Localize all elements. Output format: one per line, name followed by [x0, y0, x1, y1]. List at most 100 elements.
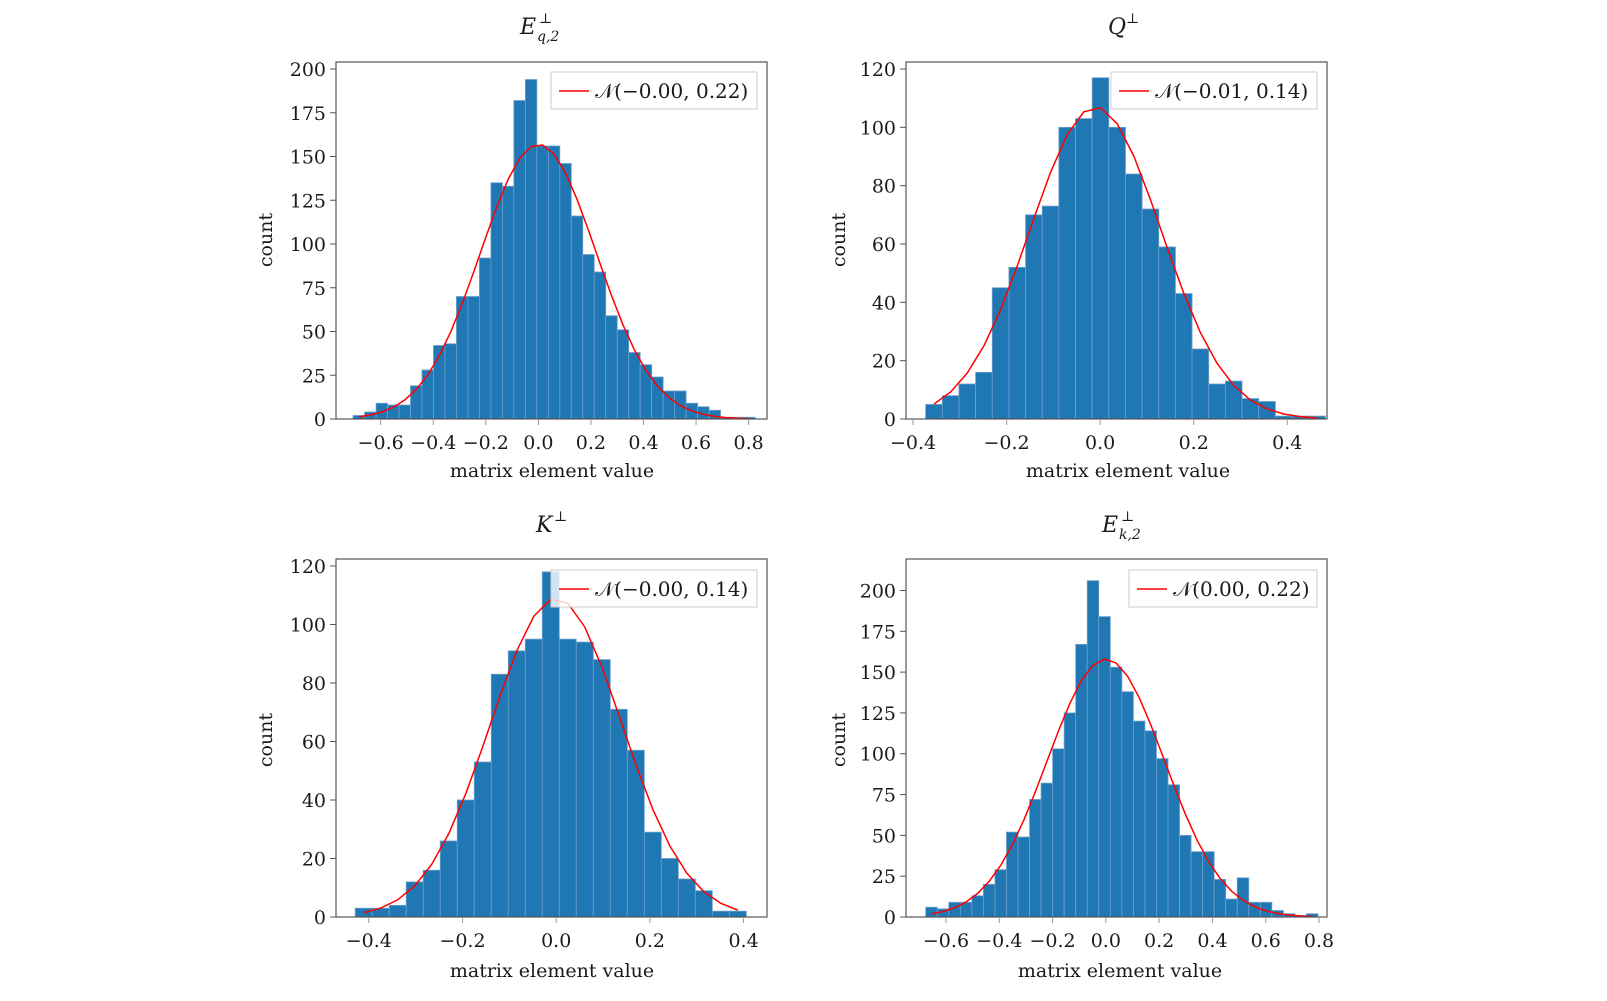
histogram-bar	[1121, 691, 1134, 918]
histogram-bar	[547, 145, 561, 420]
histogram-bar	[439, 840, 458, 918]
y-ticks: 0 25 50 75 100 125 150 175 200	[860, 580, 906, 929]
x-tick-label: −0.6	[923, 930, 969, 952]
histogram-bar	[639, 364, 653, 420]
histogram-bar	[1040, 782, 1054, 918]
histogram-bar	[467, 296, 480, 420]
histogram-bar	[456, 799, 475, 918]
x-axis-label: matrix element value	[1026, 460, 1230, 482]
histogram-bar	[479, 257, 492, 420]
histogram-bar	[490, 673, 509, 918]
y-tick-label: 20	[872, 351, 896, 373]
histogram-bar	[1075, 643, 1088, 918]
panel-eq2: E ⊥ q,2 0 25 50 75 100 125 150 175 200 −0.6 −0.4−…	[255, 11, 768, 482]
histogram-bar	[1208, 383, 1226, 420]
histogram-bar	[582, 254, 595, 420]
x-tick-label: −0.6	[358, 432, 404, 454]
histogram-bar	[1017, 836, 1030, 918]
histogram-bar	[925, 404, 943, 420]
axes-border	[335, 558, 768, 918]
y-tick-label: 80	[872, 176, 896, 198]
bars	[352, 79, 756, 420]
y-ticks: 0 20 40 60 80 100 120	[860, 59, 906, 431]
histogram-bar	[592, 659, 611, 918]
x-tick-label: −0.2	[1029, 930, 1075, 952]
histogram-bar	[626, 749, 645, 918]
bars	[354, 571, 747, 918]
panel-q: Q ⊥ 0 20 40 60 80 100 120 −0.4 −0.2 0.0 0.2 0.4 ma…	[828, 11, 1328, 482]
normal-fit-line	[931, 658, 1313, 918]
legend: 𝒩(0.00, 0.22)	[1128, 569, 1318, 608]
x-axis-label: matrix element value	[450, 960, 654, 982]
y-tick-label: 50	[872, 825, 896, 847]
histogram-bar	[575, 641, 594, 918]
panel-title-superscript: ⊥	[554, 509, 567, 525]
x-tick-label: 0.4	[628, 432, 658, 454]
histogram-bar	[694, 890, 713, 918]
histogram-bar	[1225, 898, 1238, 918]
panel-title-subscript: k,2	[1119, 527, 1141, 543]
fit-curve	[931, 658, 1313, 918]
panel-title-superscript: ⊥	[539, 11, 552, 27]
y-tick-label: 125	[290, 190, 326, 212]
panel-title-subscript: q,2	[537, 29, 559, 45]
histogram-bar	[1132, 720, 1146, 918]
histogram-bar	[1029, 799, 1042, 918]
x-tick-label: −0.2	[463, 432, 509, 454]
y-tick-label: 0	[884, 409, 896, 431]
fit-curve	[933, 107, 1318, 419]
panel-title: E	[1101, 513, 1118, 538]
histogram-bar	[524, 79, 538, 420]
histogram-bar	[1086, 580, 1100, 918]
histogram-bar	[1125, 173, 1143, 420]
y-axis-label: count	[255, 213, 277, 268]
histogram-bar	[1025, 214, 1043, 420]
histogram-bar	[398, 404, 411, 420]
x-tick-label: −0.4	[976, 930, 1022, 952]
y-tick-label: 40	[302, 790, 326, 812]
y-axis-label: count	[828, 713, 850, 768]
x-tick-label: 0.8	[733, 432, 763, 454]
y-tick-label: 50	[302, 322, 326, 344]
histogram-bar	[421, 369, 434, 420]
histogram-bar	[975, 371, 993, 420]
y-tick-label: 75	[872, 785, 896, 807]
histogram-bar	[1213, 879, 1227, 918]
histogram-bar	[1058, 126, 1076, 420]
legend: 𝒩(−0.00, 0.22)	[550, 71, 758, 110]
histogram-bar	[651, 376, 664, 420]
histogram-bar	[501, 185, 515, 420]
y-tick-label: 60	[872, 234, 896, 256]
histogram-bar	[728, 910, 747, 918]
histogram-bar	[994, 869, 1007, 918]
histogram-bar	[711, 910, 730, 918]
panel-title: E	[519, 15, 536, 40]
x-tick-label: −0.2	[439, 930, 485, 952]
histogram-bar	[605, 315, 618, 420]
histogram-bar	[628, 352, 641, 420]
histogram-bar	[941, 395, 960, 420]
bars	[925, 580, 1319, 918]
x-tick-label: 0.4	[1272, 432, 1302, 454]
y-tick-label: 75	[302, 278, 326, 300]
x-ticks: −0.6 −0.4 −0.2 0.0 0.2 0.4 0.6 0.8	[358, 419, 764, 454]
y-tick-label: 100	[290, 234, 326, 256]
histogram-bar	[971, 895, 984, 918]
histogram-bar	[513, 100, 526, 420]
legend-label: 𝒩(−0.00, 0.22)	[595, 79, 748, 103]
x-tick-label: 0.2	[1144, 930, 1174, 952]
histogram-bar	[1191, 348, 1210, 420]
panel-title-superscript: ⊥	[1121, 509, 1134, 525]
histogram-bar	[1158, 246, 1176, 420]
histogram-bar	[1225, 380, 1243, 420]
histogram-bar	[991, 287, 1010, 420]
histogram-bar	[1167, 784, 1180, 918]
histogram-bar	[593, 271, 607, 420]
histogram-bar	[1108, 126, 1126, 420]
legend: 𝒩(−0.00, 0.14)	[550, 569, 758, 608]
bars	[925, 77, 1326, 420]
y-tick-label: 25	[872, 866, 896, 888]
histogram-bar	[1175, 293, 1193, 420]
x-tick-label: 0.0	[1091, 930, 1121, 952]
